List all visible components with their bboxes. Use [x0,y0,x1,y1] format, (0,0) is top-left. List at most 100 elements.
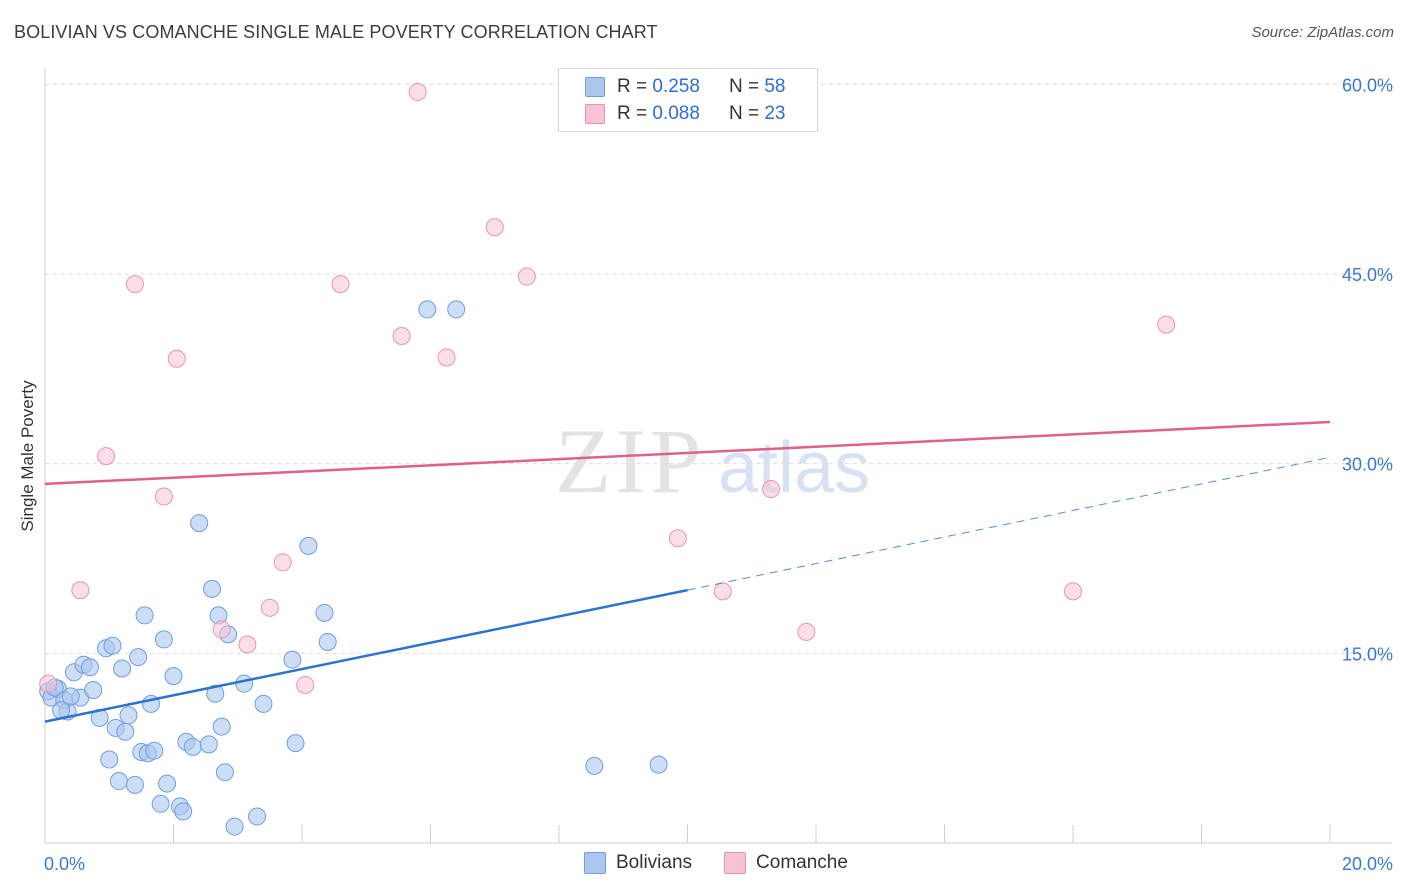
comanche-trend-line [44,420,1331,486]
comanche-point [273,553,292,572]
comanche-point [713,582,732,601]
comanche-point [71,581,90,600]
bolivians-point [84,681,103,700]
comanche-point [97,447,116,466]
comanche-point [392,326,411,345]
bolivians-point [135,606,154,625]
comanche-swatch [585,104,605,124]
comanche-legend-swatch [724,852,747,874]
bolivians-trend-extension [687,456,1331,591]
y-tick-label: 30.0% [1342,455,1393,475]
chart-title: BOLIVIAN VS COMANCHE SINGLE MALE POVERTY… [14,22,658,42]
watermark-zip: ZIP [555,410,705,512]
comanche-point [517,267,536,286]
bolivians-point [119,706,138,725]
bolivians-point [283,650,302,669]
y-tick-label: 45.0% [1342,265,1393,285]
source-label: Source: ZipAtlas.com [1251,24,1394,41]
bolivians-point [116,722,135,741]
bolivians-point [100,750,119,769]
comanche-point [331,275,350,294]
bolivians-point [145,741,164,760]
r-label: R = [617,76,648,97]
comanche-point [125,275,144,294]
bolivians-n-value: 58 [764,76,786,97]
comanche-r-value: 0.088 [652,103,700,124]
comanche-points [39,82,1176,694]
bolivians-trend-line [44,588,688,723]
comanche-point [408,82,427,101]
bolivians-point [286,734,305,753]
bolivians-point [199,735,218,754]
bolivians-swatch [585,77,605,97]
bolivians-point [318,632,337,651]
comanche-point [762,479,781,498]
comanche-point [797,622,816,641]
y-tick-label: 15.0% [1342,644,1393,664]
bolivians-point [183,737,202,756]
comanche-point [238,635,257,654]
watermark-atlas: atlas [718,428,870,508]
bolivians-point [103,636,122,655]
n-label: N = [728,76,760,97]
bolivians-point [254,694,273,713]
comanche-point [485,218,504,237]
bolivians-point [206,684,225,703]
bolivians-legend-label: Bolivians [616,852,693,873]
tick-labels: 15.0% 30.0% 45.0% 60.0% 0.0% 20.0% [44,75,1393,874]
bolivians-point [80,658,99,677]
bolivians-point [129,648,148,667]
bolivians-point [164,667,183,686]
bolivians-point [315,603,334,622]
bolivians-point [649,755,668,774]
bolivians-points [39,300,668,836]
bolivians-point [299,536,318,555]
legend-row-comanche: R = 0.088 N = 23 [585,102,785,126]
bolivians-point [154,630,173,649]
bolivians-point [113,659,132,678]
bolivians-point [151,794,170,813]
bolivians-legend-swatch [584,852,606,874]
comanche-point [212,620,231,639]
comanche-point [154,487,173,506]
series-legend: Bolivians Comanche [584,852,848,874]
bolivians-point [212,717,231,736]
bolivians-point [418,300,437,319]
y-tick-label: 60.0% [1342,75,1393,95]
r-label: R = [617,103,648,124]
bolivians-point [109,772,128,791]
correlation-legend: R = 0.258 N = 58 R = 0.088 N = 23 [558,68,818,132]
bolivians-point [447,300,466,319]
legend-row-bolivians: R = 0.258 N = 58 [585,75,785,99]
bolivians-r-value: 0.258 [652,76,700,97]
axes [44,68,1392,844]
bolivians-point [190,514,209,533]
comanche-point [260,598,279,617]
bolivians-point [203,579,222,598]
trend-lines [44,420,1331,723]
comanche-legend-label: Comanche [756,852,848,873]
watermark: ZIP atlas [555,410,870,512]
grid-lines [45,83,1392,654]
comanche-point [1157,315,1176,334]
comanche-point [167,349,186,368]
bolivians-point [215,763,234,782]
bolivians-point [235,674,254,693]
comanche-point [39,674,58,693]
bolivians-point [174,802,193,821]
bolivians-point [248,807,267,826]
bolivians-point [585,756,604,775]
bolivians-point [225,817,244,836]
comanche-point [668,529,687,548]
comanche-n-value: 23 [764,103,786,124]
bolivians-point [158,774,177,793]
comanche-point [296,675,315,694]
comanche-point [1064,582,1082,601]
comanche-point [437,348,456,367]
x-tick-label: 0.0% [44,854,85,874]
bolivians-point [61,687,80,706]
x-tick-label: 20.0% [1342,854,1393,874]
n-label: N = [728,103,760,124]
bolivians-point [125,775,144,794]
